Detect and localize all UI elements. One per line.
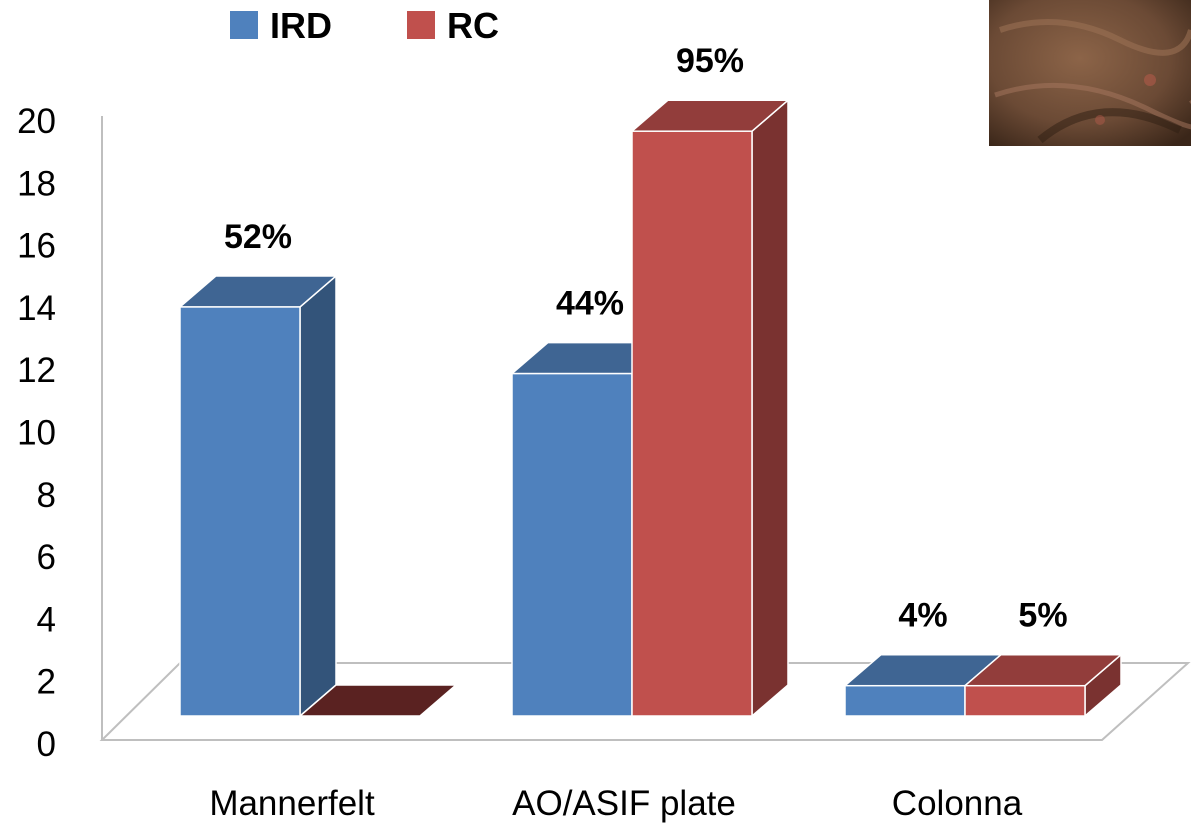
data-label: 4% <box>898 597 947 635</box>
bar-front-face <box>511 372 633 717</box>
y-tick-label: 16 <box>17 227 56 266</box>
data-labels: 52% 44% 95% 4% 5% <box>224 42 1068 634</box>
y-tick-label: 6 <box>37 538 56 577</box>
bar-front-face <box>179 306 301 717</box>
bar-rc-1 <box>629 98 791 718</box>
data-label: 95% <box>676 42 744 80</box>
bar-front-face <box>631 130 753 717</box>
data-label: 52% <box>224 218 292 256</box>
category-label: Colonna <box>892 784 1023 823</box>
bar-rc-2 <box>962 653 1124 718</box>
y-tick-label: 4 <box>37 600 56 639</box>
y-tick-label: 20 <box>17 102 56 141</box>
y-tick-label: 8 <box>37 476 56 515</box>
y-tick-label: 0 <box>37 725 56 764</box>
y-tick-label: 2 <box>37 663 56 702</box>
data-label: 44% <box>556 285 624 323</box>
legend-label-ird: IRD <box>270 5 332 46</box>
legend-label-rc: RC <box>447 5 499 46</box>
data-label: 5% <box>1018 597 1067 635</box>
y-axis-ticks: 0 2 4 6 8 10 12 14 16 18 20 <box>17 102 56 764</box>
bar-series <box>177 98 1124 718</box>
legend: IRD RC <box>230 5 499 46</box>
bar-front-face <box>844 684 966 717</box>
bar-front-face <box>964 684 1086 717</box>
legend-swatch-ird <box>230 11 258 39</box>
y-tick-label: 18 <box>17 164 56 203</box>
bar-ird-0 <box>177 274 339 718</box>
y-tick-label: 14 <box>17 289 56 328</box>
category-label: Mannerfelt <box>209 784 375 823</box>
category-label: AO/ASIF plate <box>512 784 736 823</box>
y-tick-label: 12 <box>17 351 56 390</box>
legend-swatch-rc <box>407 11 435 39</box>
category-labels: Mannerfelt AO/ASIF plate Colonna <box>209 784 1022 823</box>
bar-side-face <box>751 98 789 718</box>
bar-rc-0 <box>297 684 459 717</box>
bar-top-face <box>297 684 459 717</box>
bar-side-face <box>299 274 337 718</box>
hand-photo-thumbnail <box>989 0 1191 146</box>
y-tick-label: 10 <box>17 414 56 453</box>
